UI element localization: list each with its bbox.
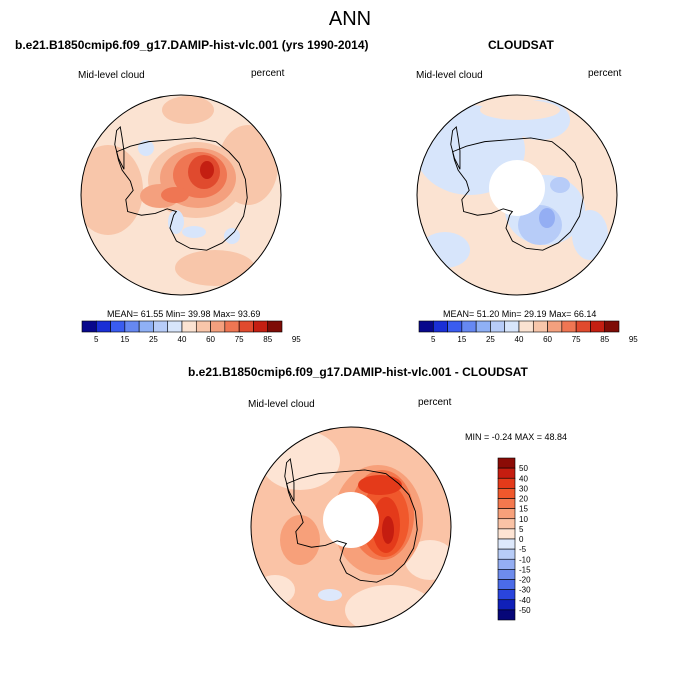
panel-2-units-label: percent [588,68,622,79]
panel-3-map [250,426,452,628]
panel-1-colorbar-tick-label: 40 [178,335,187,344]
panel-2-title: CLOUDSAT [488,38,554,52]
panel-3-colorbar-tick-label: -40 [519,596,531,605]
panel-1-colorbar-swatch [238,320,254,333]
panel-3-colorbar-tick-label: -50 [519,606,531,615]
panel-2-colorbar-tick-label: 40 [515,335,524,344]
panel-2-colorbar-swatch [575,320,591,333]
panel-3-colorbar-swatch [497,538,516,550]
panel-3-colorbar-tick-label: 20 [519,495,528,504]
panel-1-colorbar-swatch [253,320,269,333]
panel-2-colorbar-swatch [418,320,434,333]
panel-1-colorbar-swatch [95,320,111,333]
panel-1-colorbar-tick-label: 95 [292,335,301,344]
panel-1-colorbar-swatch [181,320,197,333]
panel-1-units-label: percent [251,68,285,79]
panel-3-colorbar-swatch [497,609,516,621]
panel-1-colorbar-swatch [195,320,211,333]
panel-1-colorbar-swatch [110,320,126,333]
panel-3-colorbar-tick-label: 30 [519,484,528,493]
panel-3-colorbar-tick-label: 0 [519,535,524,544]
panel-2-colorbar-tick-label: 15 [457,335,466,344]
panel-2-colorbar-tick-label: 25 [486,335,495,344]
panel-2-colorbar-tick-label: 95 [629,335,638,344]
panel-3-units-label: percent [418,397,452,408]
figure-title: ANN [328,8,372,30]
panel-3-colorbar-swatch [497,558,516,570]
panel-1-colorbar-tick-label: 60 [206,335,215,344]
panel-2-colorbar-swatch [490,320,506,333]
panel-2-colorbar-swatch [518,320,534,333]
panel-3-colorbar-tick-label: 10 [519,515,528,524]
panel-3-colorbar-tick-label: 5 [519,525,524,534]
panel-1-colorbar-tick-label: 5 [94,335,99,344]
panel-3-colorbar-swatch [497,569,516,580]
panel-2-colorbar-swatch [561,320,577,333]
panel-3-colorbar-swatch [497,477,516,489]
panel-1-colorbar-tick-label: 25 [149,335,158,344]
panel-2-colorbar-swatch [461,320,477,333]
panel-1-colorbar-swatch [124,320,140,333]
panel-2-colorbar-swatch [475,320,491,333]
panel-2-variable-label: Mid-level cloud [416,70,483,81]
panel-2-colorbar-swatch [547,320,563,333]
panel-3-colorbar-tick-label: 40 [519,474,528,483]
panel-1-colorbar-swatch [153,320,169,333]
panel-2-colorbar-tick-label: 5 [431,335,436,344]
panel-3-colorbar-tick-label: -5 [519,545,527,554]
panel-2-colorbar-swatch [590,320,606,333]
panel-3-variable-label: Mid-level cloud [248,399,315,410]
panel-1-colorbar-swatch [138,320,154,333]
panel-3-colorbar-swatch [497,457,516,469]
panel-3-colorbar-tick-label: -10 [519,555,531,564]
panel-1-colorbar-tick-label: 85 [263,335,272,344]
panel-1-map [80,94,282,296]
panel-1-colorbar-swatch [267,320,283,333]
panel-3-colorbar-swatch [497,528,516,540]
panel-3-colorbar-swatch [497,518,516,530]
panel-2-colorbar-swatch [604,320,620,333]
panel-1-colorbar-swatch [210,320,226,333]
panel-1-colorbar: 5 15 25 40 60 75 85 95 [81,320,301,344]
panel-2-stats: MEAN= 51.20 Min= 29.19 Max= 66.14 [443,309,597,319]
panel-2-colorbar-swatch [504,320,520,333]
panel-2-colorbar: 5 15 25 40 60 75 85 95 [418,320,638,344]
panel-3-colorbar-tick-label: -30 [519,586,531,595]
panel-2-map [416,94,618,296]
panel-1-stats: MEAN= 61.55 Min= 39.98 Max= 93.69 [107,309,261,319]
panel-3-colorbar-tick-label: -15 [519,565,531,574]
panel-1-title: b.e21.B1850cmip6.f09_g17.DAMIP-hist-vlc.… [15,38,369,52]
panel-2-colorbar-tick-label: 75 [572,335,581,344]
panel-1-colorbar-tick-label: 75 [235,335,244,344]
panel-3-colorbar-swatch [497,579,516,590]
panel-3-colorbar-swatch [497,548,516,560]
panel-2-colorbar-tick-label: 60 [543,335,552,344]
panel-3-colorbar-tick-label: 15 [519,505,528,514]
panel-3-colorbar-tick-label: -20 [519,576,531,585]
panel-3-colorbar-swatch [497,498,516,509]
panel-3-colorbar-swatch [497,599,516,611]
panel-1-colorbar-tick-label: 15 [120,335,129,344]
panel-1-colorbar-swatch [81,320,97,333]
panel-3-colorbar-swatch [497,589,516,601]
panel-2-colorbar-tick-label: 85 [600,335,609,344]
panel-1-variable-label: Mid-level cloud [78,70,145,81]
panel-2-colorbar-swatch [447,320,463,333]
panel-3-title: b.e21.B1850cmip6.f09_g17.DAMIP-hist-vlc.… [188,365,528,379]
panel-3-colorbar-swatch [497,467,516,479]
panel-1-colorbar-swatch [224,320,240,333]
panel-2-colorbar-swatch [432,320,448,333]
panel-2-colorbar-swatch [532,320,548,333]
panel-3-colorbar-swatch [497,488,516,499]
panel-1-colorbar-swatch [167,320,183,333]
panel-3-stats: MIN = -0.24 MAX = 48.84 [465,432,568,442]
panel-3-colorbar-tick-label: 50 [519,464,528,473]
panel-3-colorbar-swatch [497,508,516,520]
